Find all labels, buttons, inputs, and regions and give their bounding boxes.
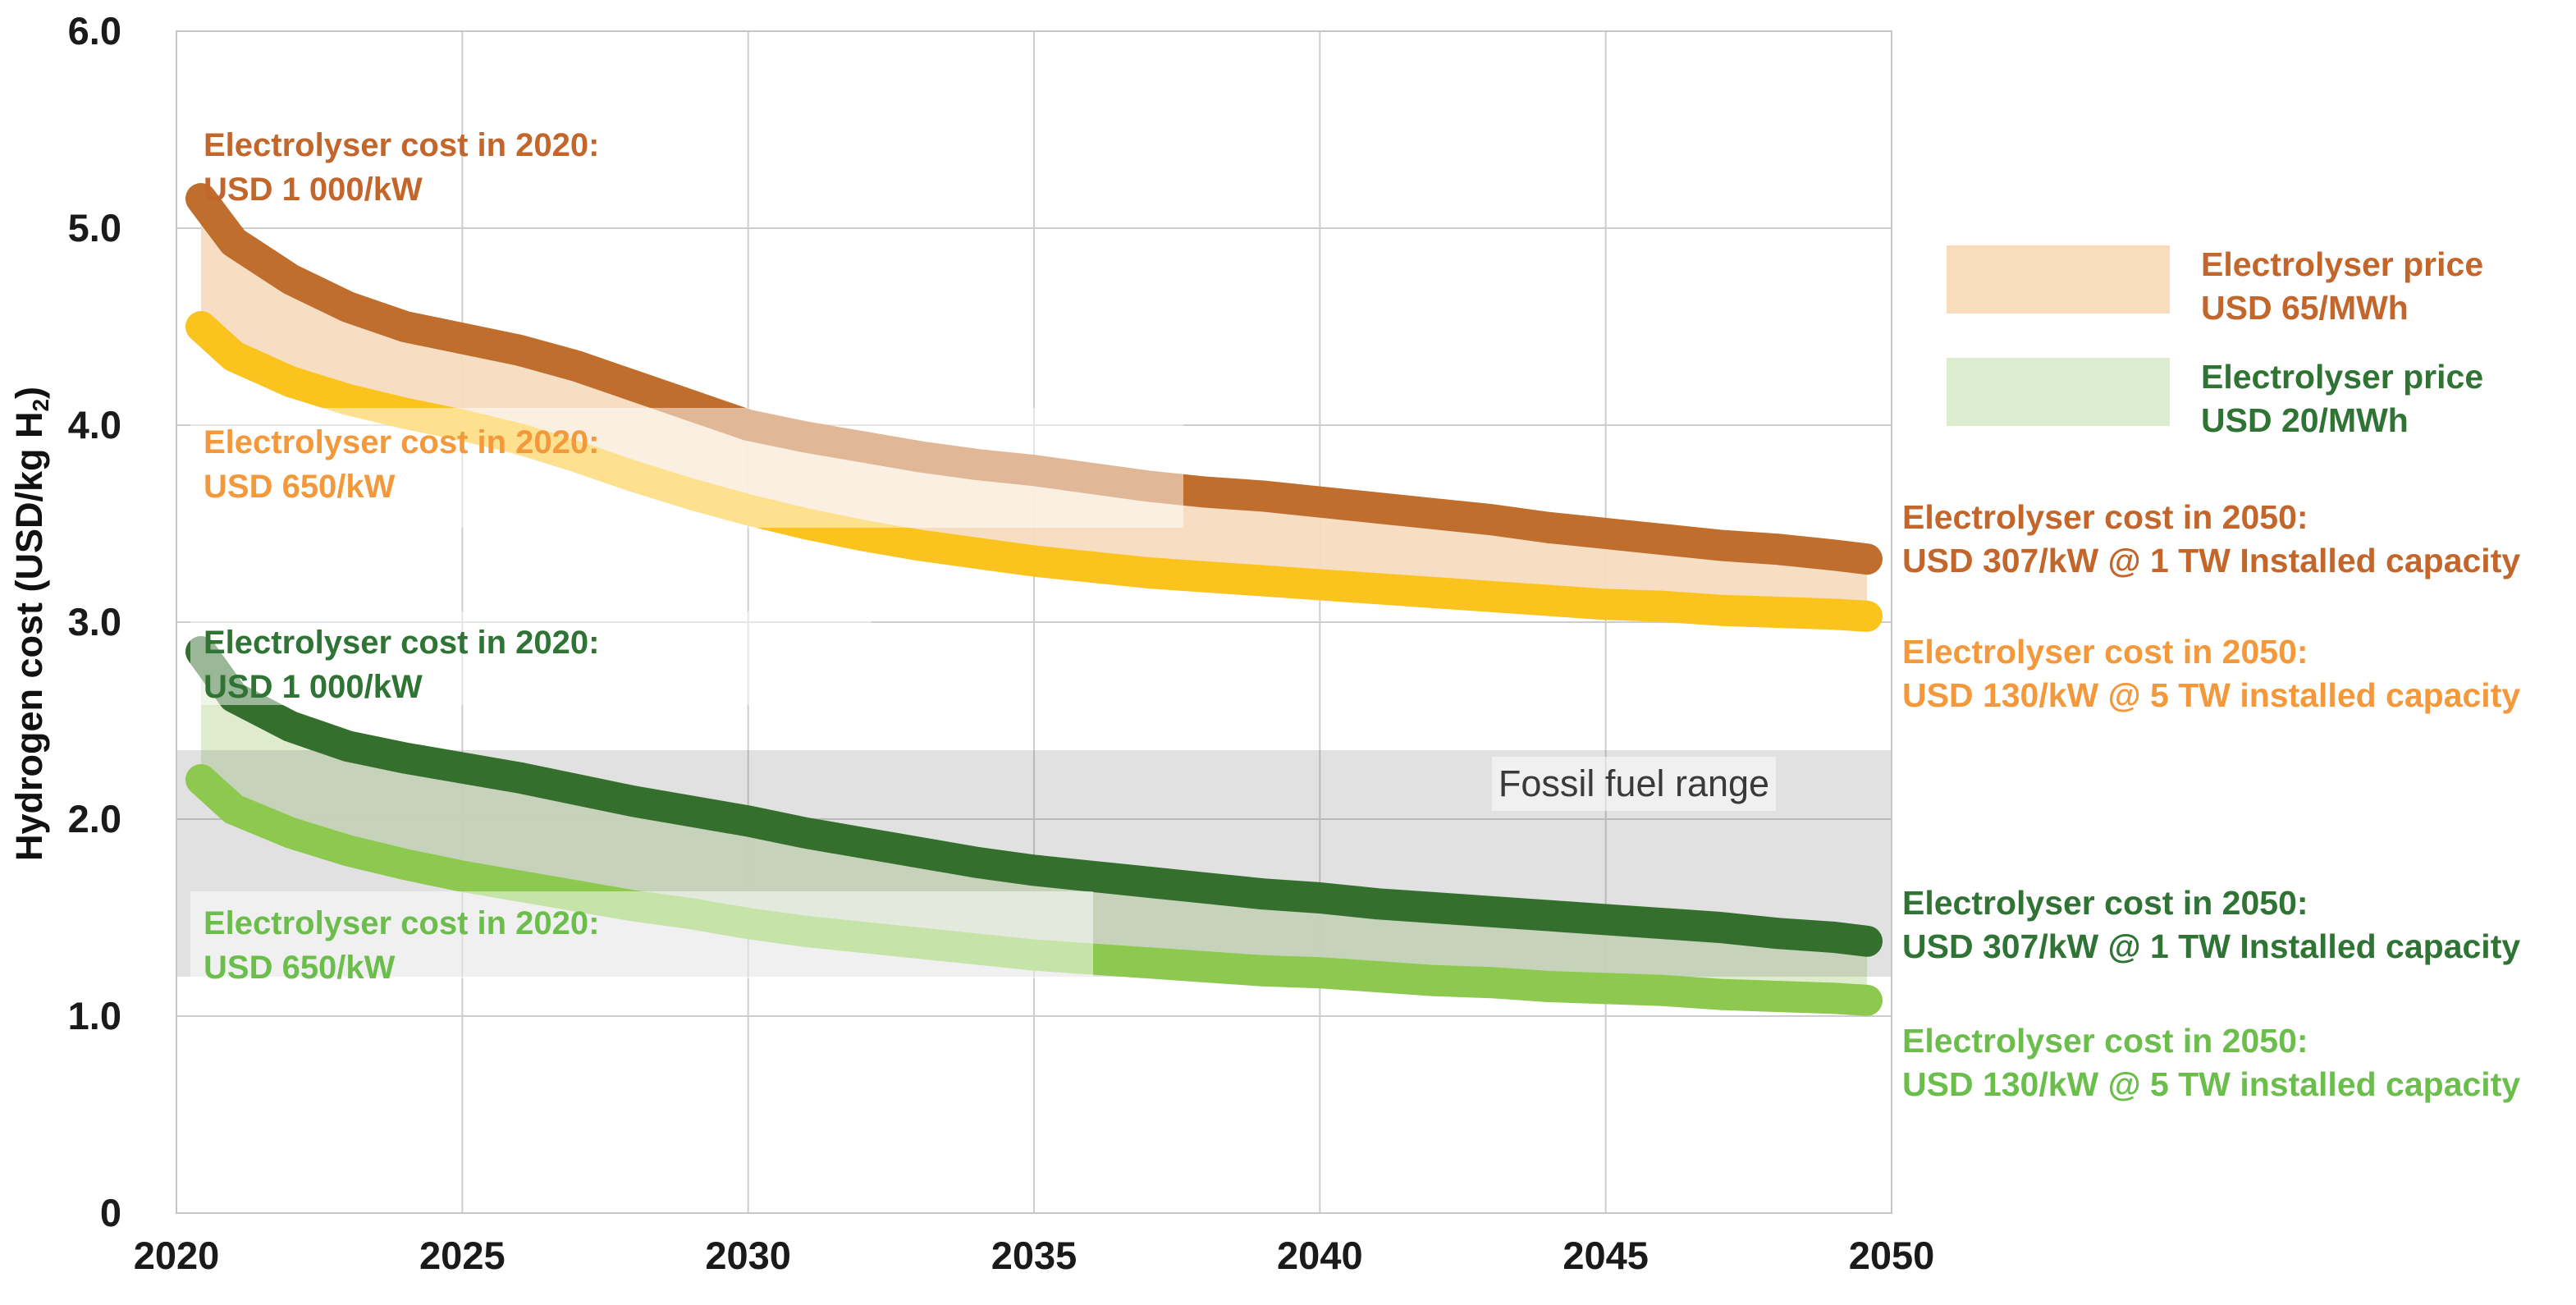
annotation-electrolyser-cost-2050-307kw-green: Electrolyser cost in 2050: USD 307/kW @ … bbox=[1902, 881, 2520, 968]
y-axis-title-close: ) bbox=[8, 386, 51, 399]
annotation-line: USD 650/kW bbox=[204, 950, 396, 986]
legend-label-electrolyser-price-65: Electrolyser price USD 65/MWh bbox=[2201, 243, 2483, 330]
annotation-electrolyser-cost-2050-130kw-orange: Electrolyser cost in 2050: USD 130/kW @ … bbox=[1902, 630, 2520, 717]
annotation-electrolyser-cost-2020-650kw-green: Electrolyser cost in 2020: USD 650/kW bbox=[204, 901, 599, 990]
fossil-fuel-range-label: Fossil fuel range bbox=[1498, 762, 1770, 804]
annotation-line: Electrolyser cost in 2050: bbox=[1902, 633, 2308, 671]
x-tick-label: 2040 bbox=[1277, 1234, 1363, 1277]
series-line-elec20-1000 bbox=[185, 636, 1883, 957]
annotation-line: Electrolyser cost in 2020: bbox=[204, 905, 600, 941]
annotation-line: Electrolyser cost in 2050: bbox=[1902, 884, 2308, 922]
legend-line: Electrolyser price bbox=[2201, 245, 2484, 283]
x-tick-label: 2050 bbox=[1848, 1234, 1935, 1277]
y-tick-label: 2.0 bbox=[67, 797, 121, 840]
annotation-line: Electrolyser cost in 2020: bbox=[204, 625, 600, 661]
x-tick-label: 2025 bbox=[419, 1234, 506, 1277]
label-backdrop-orange-650 bbox=[190, 408, 1183, 528]
x-tick-label: 2030 bbox=[705, 1234, 791, 1277]
annotation-line: USD 650/kW bbox=[204, 469, 396, 505]
y-tick-label: 3.0 bbox=[67, 600, 121, 643]
legend-line: USD 65/MWh bbox=[2201, 289, 2409, 327]
y-tick-label: 4.0 bbox=[67, 403, 121, 446]
label-backdrop-green-650 bbox=[190, 891, 1093, 978]
annotation-line: USD 130/kW @ 5 TW installed capacity bbox=[1902, 676, 2521, 714]
legend-swatch-electrolyser-price-20 bbox=[1947, 358, 2170, 426]
y-tick-label: 0 bbox=[99, 1191, 121, 1234]
legend-swatch-electrolyser-price-65 bbox=[1947, 245, 2170, 314]
annotation-line: Electrolyser cost in 2020: bbox=[204, 424, 600, 460]
legend-line: USD 20/MWh bbox=[2201, 401, 2409, 439]
annotation-electrolyser-cost-2020-1000kw-orange: Electrolyser cost in 2020: USD 1 000/kW bbox=[204, 123, 599, 212]
annotation-electrolyser-cost-2050-307kw-orange: Electrolyser cost in 2050: USD 307/kW @ … bbox=[1902, 496, 2520, 583]
annotation-line: USD 130/kW @ 5 TW installed capacity bbox=[1902, 1065, 2521, 1103]
annotation-line: USD 1 000/kW bbox=[204, 172, 423, 208]
annotation-line: Electrolyser cost in 2050: bbox=[1902, 1022, 2308, 1060]
band-elec65-1000 bbox=[201, 199, 1867, 616]
x-tick-label: 2035 bbox=[991, 1234, 1078, 1277]
annotation-line: USD 307/kW @ 1 TW Installed capacity bbox=[1902, 542, 2521, 579]
annotation-line: USD 1 000/kW bbox=[204, 669, 423, 705]
annotation-line: USD 307/kW @ 1 TW Installed capacity bbox=[1902, 927, 2521, 965]
x-tick-label: 2045 bbox=[1563, 1234, 1649, 1277]
y-tick-label: 1.0 bbox=[67, 994, 121, 1037]
annotation-electrolyser-cost-2020-650kw-orange: Electrolyser cost in 2020: USD 650/kW bbox=[204, 420, 599, 509]
y-tick-label: 5.0 bbox=[67, 206, 121, 250]
plot-frame bbox=[176, 30, 1892, 1214]
label-backdrop-green-1000 bbox=[190, 611, 872, 705]
x-tick-label: 2020 bbox=[133, 1234, 220, 1277]
legend-line: Electrolyser price bbox=[2201, 358, 2484, 396]
label-backdrop-fossil bbox=[1492, 757, 1776, 811]
legend-label-electrolyser-price-20: Electrolyser price USD 20/MWh bbox=[2201, 355, 2483, 442]
annotation-line: Electrolyser cost in 2050: bbox=[1902, 498, 2308, 536]
annotation-electrolyser-cost-2020-1000kw-green: Electrolyser cost in 2020: USD 1 000/kW bbox=[204, 620, 599, 709]
annotation-electrolyser-cost-2050-130kw-green: Electrolyser cost in 2050: USD 130/kW @ … bbox=[1902, 1019, 2520, 1106]
y-tick-label: 6.0 bbox=[67, 9, 121, 53]
annotation-line: Electrolyser cost in 2020: bbox=[204, 127, 600, 163]
